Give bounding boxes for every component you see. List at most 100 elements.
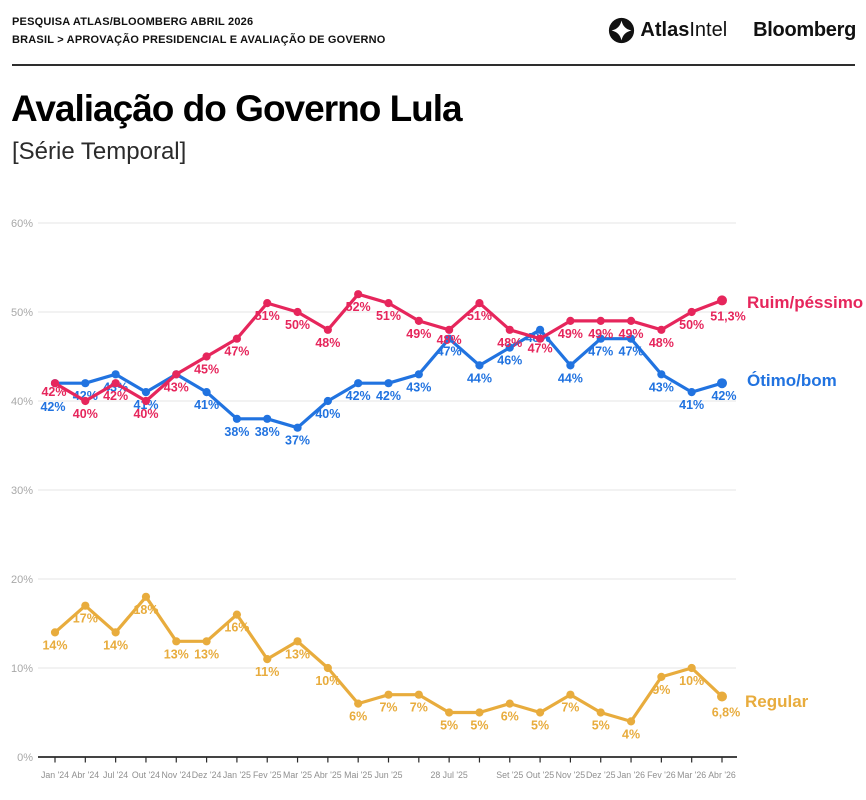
x-tick-label: Jan '24: [41, 770, 69, 780]
data-point: [172, 370, 181, 379]
data-point: [596, 334, 605, 343]
data-point: [475, 299, 484, 308]
data-point: [202, 388, 211, 397]
report-header: PESQUISA ATLAS/BLOOMBERG ABRIL 2026 BRAS…: [12, 13, 856, 49]
data-point-label: 47%: [588, 345, 613, 359]
data-point: [50, 379, 60, 388]
data-point: [626, 316, 636, 325]
data-point-label: 49%: [558, 327, 583, 341]
data-point-label: 48%: [649, 336, 674, 350]
data-point-label: 42%: [73, 389, 98, 403]
data-point-label: 6%: [349, 710, 367, 724]
x-tick-label: Dez '24: [192, 770, 222, 780]
legend-label-2: Regular: [745, 692, 809, 711]
data-point: [202, 352, 211, 361]
data-point-label: 17%: [73, 612, 98, 626]
data-point: [384, 690, 393, 699]
bloomberg-logo: Bloomberg: [753, 19, 856, 41]
data-point-label: 47%: [437, 345, 462, 359]
x-tick-label: Abr '25: [314, 770, 342, 780]
x-tick-label: Out '24: [132, 770, 160, 780]
data-point: [445, 325, 454, 334]
x-tick-label: Fev '26: [647, 770, 676, 780]
data-point: [50, 379, 60, 388]
x-tick-label: Jan '26: [617, 770, 645, 780]
data-point-label: 14%: [103, 638, 128, 652]
data-point-label: 5%: [531, 719, 549, 733]
data-point: [414, 370, 423, 379]
page-title: Avaliação do Governo Lula: [11, 88, 463, 129]
data-point-label: 41%: [133, 398, 158, 412]
data-point-label: 6,8%: [712, 705, 741, 719]
data-point-label: 49%: [588, 327, 613, 341]
data-point: [263, 299, 272, 308]
data-point: [657, 672, 666, 682]
data-point: [354, 290, 363, 299]
data-point: [81, 379, 90, 388]
data-point: [657, 370, 666, 379]
data-point: [111, 379, 120, 388]
data-point: [172, 637, 181, 646]
series-line-2: [53, 595, 724, 724]
atlasintel-logo: AtlasIntel: [608, 17, 727, 44]
data-point-label: 48%: [526, 331, 551, 345]
data-point-label: 43%: [103, 380, 128, 394]
y-tick-label: 50%: [11, 307, 33, 319]
data-point: [566, 361, 575, 370]
data-point: [81, 396, 90, 406]
x-tick-label: Mar '25: [283, 770, 312, 780]
data-point-label: 5%: [470, 719, 488, 733]
data-point-label: 7%: [410, 701, 428, 715]
data-point: [141, 592, 151, 601]
data-point-label: 42%: [346, 389, 371, 403]
data-point-label: 10%: [679, 674, 704, 688]
data-point: [445, 334, 454, 343]
data-point: [232, 334, 242, 343]
data-point-label: 13%: [164, 647, 189, 661]
data-point-label: 7%: [561, 701, 579, 715]
x-tick-label: Dez '25: [586, 770, 616, 780]
data-point: [323, 663, 332, 673]
legend-label-1: Ótimo/bom: [747, 371, 837, 390]
x-tick-label: Jul '24: [103, 770, 128, 780]
data-point-label: 42%: [376, 389, 401, 403]
data-point-label: 13%: [285, 647, 310, 661]
legend-label-0: Ruim/péssimo: [747, 293, 863, 312]
x-tick-label: Jun '25: [374, 770, 402, 780]
data-point: [566, 690, 575, 699]
data-point: [414, 316, 423, 325]
data-point: [141, 396, 151, 406]
data-point: [232, 610, 242, 619]
data-point-label: 44%: [558, 371, 583, 385]
data-point-label: 46%: [497, 354, 522, 368]
data-point: [445, 708, 454, 717]
data-point-label: 51,3%: [710, 309, 745, 323]
data-point-label: 16%: [224, 621, 249, 635]
data-point-label: 18%: [133, 603, 158, 617]
data-point-label: 50%: [285, 318, 310, 332]
data-point: [505, 343, 514, 352]
series-line-1: [53, 328, 724, 430]
data-point-label: 49%: [406, 327, 431, 341]
x-tick-label: Mai '25: [344, 770, 372, 780]
brand-logos: AtlasIntel Bloomberg: [608, 13, 856, 44]
data-point-label: 42%: [711, 389, 736, 403]
data-point-label: 51%: [255, 309, 280, 323]
data-point: [717, 691, 727, 702]
data-point-label: 42%: [40, 400, 65, 414]
report-kicker: PESQUISA ATLAS/BLOOMBERG ABRIL 2026 BRAS…: [12, 13, 386, 49]
data-point-label: 42%: [103, 389, 128, 403]
data-point: [626, 334, 636, 343]
data-point: [505, 699, 514, 708]
data-point: [141, 388, 151, 397]
data-point: [535, 325, 545, 334]
data-point: [172, 370, 181, 379]
data-point-label: 42%: [41, 385, 66, 399]
data-point: [687, 307, 696, 317]
atlasintel-star-icon: [608, 17, 635, 44]
data-point-label: 11%: [255, 665, 279, 679]
y-tick-label: 10%: [11, 663, 33, 675]
data-point-label: 5%: [592, 719, 610, 733]
data-point: [111, 370, 120, 379]
data-point-label: 47%: [619, 345, 644, 359]
